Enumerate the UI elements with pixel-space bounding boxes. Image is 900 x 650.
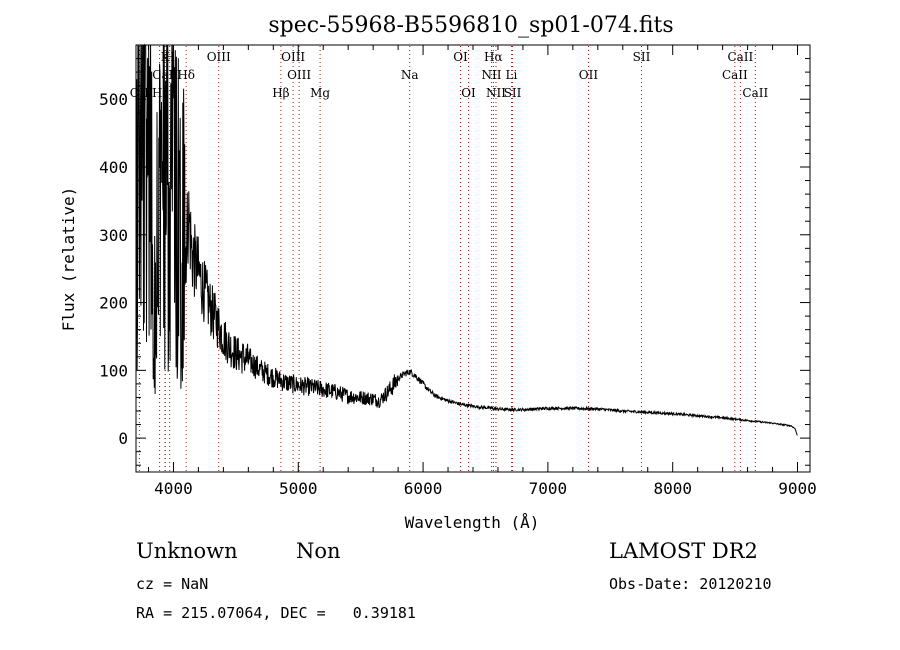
axis-tick-labels: 4000 5000 6000 7000 8000 9000 0 100 200 300 400 500 [99, 90, 817, 498]
x-tick-label: 6000 [404, 479, 443, 498]
x-tick-label: 8000 [653, 479, 692, 498]
emission-line-label: Hβ [272, 86, 289, 100]
emission-line-label: Na [401, 68, 419, 82]
y-axis-label: Flux (relative) [59, 187, 78, 332]
emission-line-label: OIII [281, 50, 305, 64]
y-tick-label: 500 [99, 90, 128, 109]
y-tick-label: 200 [99, 294, 128, 313]
y-tick-label: 100 [99, 361, 128, 380]
spectrum-line [135, 43, 798, 436]
emission-line-label: CaII [742, 86, 768, 100]
emission-line-label: NII [481, 68, 501, 82]
survey-label: LAMOST DR2 [609, 539, 758, 563]
coordinates: RA = 215.07064, DEC = 0.39181 [136, 604, 416, 622]
emission-line-label: OIII [287, 68, 311, 82]
emission-line-label: NII [486, 86, 506, 100]
y-tick-label: 400 [99, 158, 128, 177]
emission-line-label: OII [579, 68, 599, 82]
chart-title: spec-55968-B5596810_sp01-074.fits [268, 13, 673, 38]
emission-line-label: Hα [484, 50, 503, 64]
emission-line-label: OI [453, 50, 468, 64]
subclass-label: Non [296, 539, 341, 563]
emission-line-label: Li [506, 68, 518, 82]
x-tick-label: 4000 [154, 479, 193, 498]
y-tick-label: 300 [99, 226, 128, 245]
x-axis-label: Wavelength (Å) [405, 513, 540, 532]
obs-date: Obs-Date: 20120210 [609, 575, 772, 593]
x-tick-label: 7000 [529, 479, 568, 498]
emission-line-label: SII [504, 86, 522, 100]
emission-line-label: Mg [310, 86, 330, 100]
emission-line-label: OI [461, 86, 476, 100]
emission-line-markers [138, 46, 756, 471]
emission-line-label: SII [633, 50, 651, 64]
class-label: Unknown [136, 539, 238, 563]
emission-line-label: K [161, 50, 171, 64]
x-tick-label: 5000 [279, 479, 318, 498]
emission-line-label: CaII [727, 50, 753, 64]
y-tick-label: 0 [118, 429, 128, 448]
cz-value: cz = NaN [136, 575, 209, 593]
emission-line-label: H [164, 50, 174, 64]
emission-line-label: CaII [722, 68, 748, 82]
emission-line-label: Hδ [177, 68, 195, 82]
x-tick-label: 9000 [778, 479, 817, 498]
emission-line-label: OIII [207, 50, 231, 64]
